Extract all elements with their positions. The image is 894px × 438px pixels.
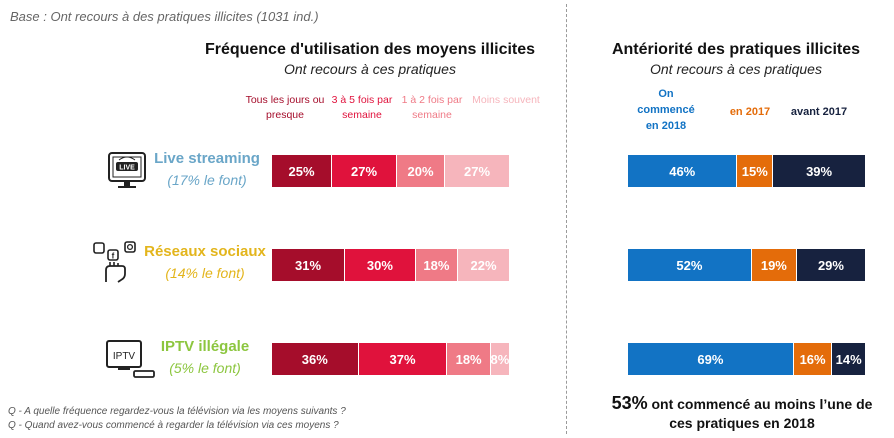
legend-1-2-week: 1 à 2 fois par semaine: [401, 94, 463, 121]
bar-segment-1-0-2: 39%: [773, 155, 866, 187]
freq-bar-social: 31% 30% 18% 22%: [272, 249, 510, 281]
right-chart-subtitle: Ont recours à ces pratiques: [650, 61, 822, 77]
freq-bar-live: 25% 27% 20% 27%: [272, 155, 510, 187]
bar-segment-0-1-1: 30%: [345, 249, 416, 281]
history-bar-social: 52% 19% 29%: [628, 249, 866, 281]
bar-segment-0-2-2: 18%: [447, 343, 491, 375]
bar-segment-1-2-0: 69%: [628, 343, 794, 375]
bar-segment-1-1-2: 29%: [796, 249, 866, 281]
bar-segment-0-2-1: 37%: [358, 343, 448, 375]
live-tv-icon: LIVE: [108, 152, 146, 188]
right-chart-title: Antériorité des pratiques illicites: [611, 41, 861, 58]
bar-segment-0-0-2: 20%: [397, 155, 446, 187]
bar-segment-1-0-0: 46%: [628, 155, 738, 187]
legend-before-2017: avant 2017: [790, 106, 848, 118]
freq-bar-iptv: 36% 37% 18% 8%: [272, 343, 510, 375]
bar-segment-0-0-3: 27%: [445, 155, 510, 187]
history-bar-iptv: 69% 16% 14%: [628, 343, 866, 375]
category-share-live: (17% le font): [167, 172, 247, 188]
svg-text:LIVE: LIVE: [119, 165, 135, 172]
iptv-box-icon: IPTV: [106, 340, 155, 378]
bar-segment-0-1-0: 31%: [272, 249, 346, 281]
panel-divider: [566, 4, 567, 434]
left-chart-title: Fréquence d'utilisation des moyens illic…: [204, 41, 536, 58]
category-label-social: Réseaux sociaux: [144, 243, 266, 260]
bar-segment-1-1-1: 19%: [751, 249, 797, 281]
legend-started-2018: On commencé en 2018: [637, 88, 695, 132]
category-label-live: Live streaming: [154, 150, 260, 167]
summary-value: 53%: [611, 393, 648, 413]
bar-segment-1-2-2: 14%: [832, 343, 866, 375]
history-bar-live: 46% 15% 39%: [628, 155, 866, 187]
category-share-social: (14% le font): [165, 265, 245, 281]
social-media-hand-icon: f: [93, 241, 136, 283]
category-label-iptv: IPTV illégale: [160, 338, 250, 355]
bar-segment-0-2-0: 36%: [272, 343, 359, 375]
bar-segment-1-1-0: 52%: [628, 249, 752, 281]
svg-text:f: f: [112, 252, 115, 261]
iptv-icon-text: IPTV: [113, 351, 136, 362]
bar-segment-1-2-1: 16%: [793, 343, 833, 375]
legend-daily: Tous les jours ou presque: [245, 94, 325, 121]
bar-segment-0-2-3: 8%: [490, 343, 510, 375]
bar-segment-1-0-1: 15%: [737, 155, 774, 187]
bar-segment-0-1-3: 22%: [458, 249, 510, 281]
base-note: Base : Ont recours à des pratiques illic…: [10, 9, 319, 24]
legend-3-5-week: 3 à 5 fois par semaine: [331, 94, 393, 121]
category-share-iptv: (5% le font): [169, 360, 241, 376]
legend-less-often: Moins souvent: [472, 94, 540, 106]
question-frequency: Q - A quelle fréquence regardez-vous la …: [8, 406, 346, 417]
bar-segment-0-0-0: 25%: [272, 155, 333, 187]
bar-segment-0-1-2: 18%: [415, 249, 459, 281]
question-anteriority: Q - Quand avez-vous commencé à regarder …: [8, 420, 339, 431]
legend-2017: en 2017: [729, 106, 771, 118]
summary-callout: 53% ont commencé au moins l’une de ces p…: [604, 394, 880, 433]
summary-text: ont commencé au moins l’une de ces prati…: [651, 396, 873, 431]
left-chart-subtitle: Ont recours à ces pratiques: [284, 61, 456, 77]
bar-segment-0-0-1: 27%: [332, 155, 397, 187]
